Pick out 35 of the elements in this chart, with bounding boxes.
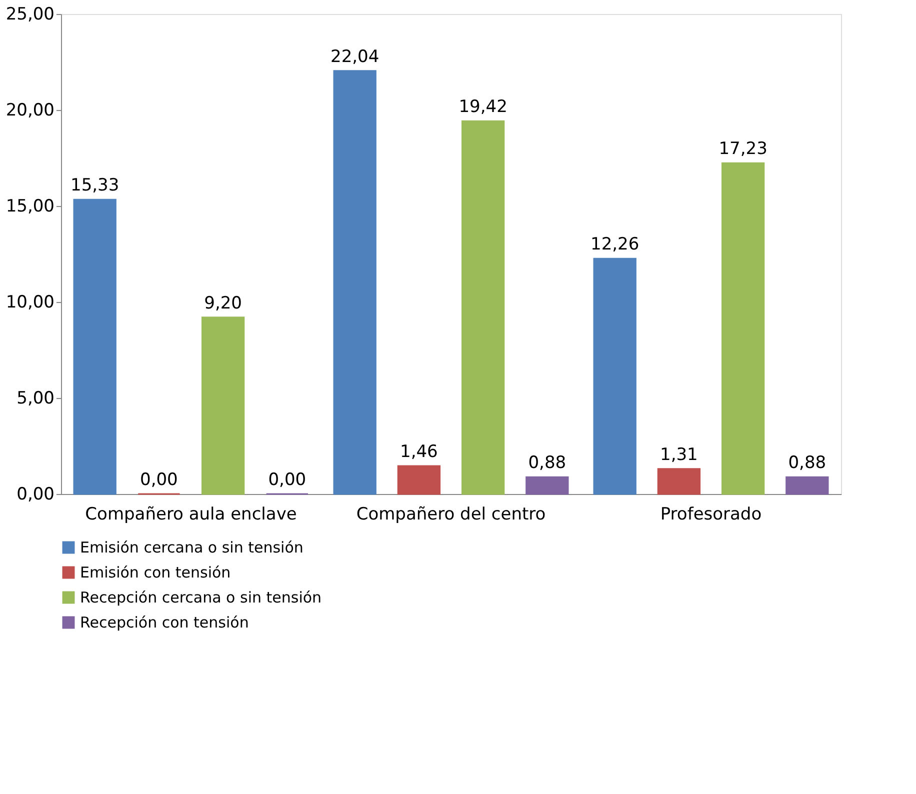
y-tick-label: 10,00 (6, 292, 54, 312)
legend-label: Recepción cercana o sin tensión (80, 588, 322, 606)
y-tick-label: 15,00 (6, 196, 54, 216)
data-label: 1,31 (660, 444, 698, 465)
y-tick-label: 5,00 (16, 388, 54, 408)
data-label: 0,88 (788, 453, 826, 474)
data-label: 22,04 (330, 46, 380, 67)
y-tick-label: 0,00 (16, 484, 54, 504)
data-label: 17,23 (718, 139, 768, 160)
bar (73, 198, 116, 495)
data-label: 12,26 (590, 234, 640, 255)
bar (397, 465, 441, 495)
bar (461, 120, 505, 495)
y-tick-label: 20,00 (6, 100, 54, 120)
data-label: 0,88 (528, 453, 566, 474)
bar (526, 476, 569, 495)
data-label: 9,20 (204, 293, 242, 314)
legend-label: Emisión con tensión (80, 564, 231, 582)
bar (721, 162, 765, 495)
y-tick-label: 25,00 (6, 4, 54, 24)
data-label: 1,46 (400, 442, 438, 462)
x-tick-label: Profesorado (660, 504, 762, 524)
data-label: 0,00 (140, 470, 178, 490)
data-label: 0,00 (268, 470, 306, 490)
data-label: 15,33 (70, 176, 120, 196)
x-tick-label: Compañero aula enclave (85, 504, 297, 524)
bar (593, 258, 636, 495)
bar (786, 476, 829, 495)
bar (333, 70, 376, 495)
data-label: 19,42 (458, 97, 508, 118)
legend-label: Emisión cercana o sin tensión (80, 538, 304, 556)
bar (657, 468, 701, 495)
x-tick-label: Compañero del centro (356, 504, 546, 524)
bar (201, 316, 245, 495)
legend-label: Recepción con tensión (80, 614, 249, 632)
